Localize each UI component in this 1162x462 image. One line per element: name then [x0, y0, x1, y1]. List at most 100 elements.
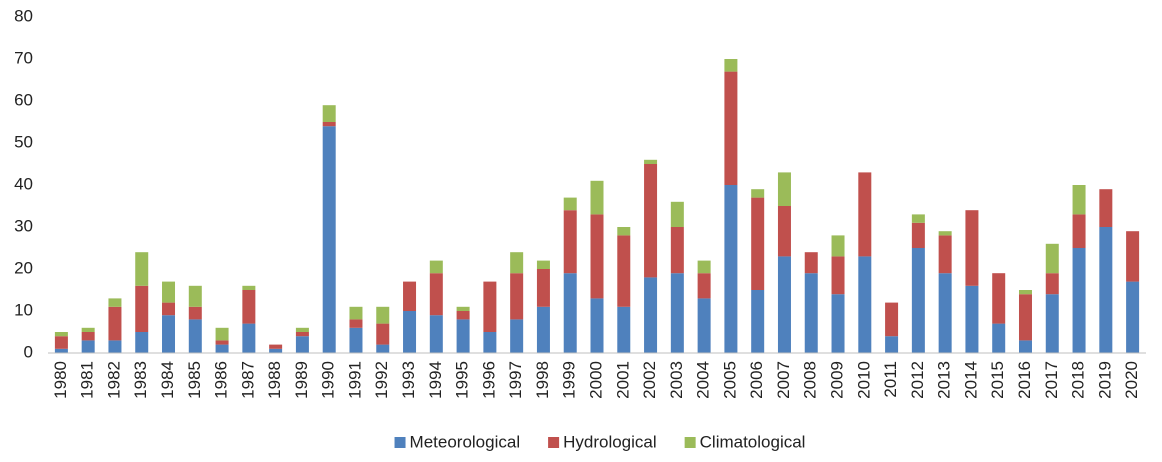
bar-segment: [1072, 214, 1086, 248]
x-tick-label: 1995: [453, 361, 472, 399]
bar-segment: [429, 315, 443, 353]
bar-segment: [162, 281, 176, 303]
legend-swatch: [684, 437, 696, 448]
x-tick-label: 2014: [961, 361, 980, 399]
x-tick-label: 1986: [212, 361, 231, 399]
bar-segment: [563, 197, 577, 211]
bar-segment: [1126, 231, 1140, 282]
bar-segment: [1072, 185, 1086, 215]
y-tick-label: 70: [14, 48, 33, 67]
bar-segment: [751, 189, 765, 198]
bar-segment: [885, 336, 899, 353]
x-tick-label: 2008: [801, 361, 820, 399]
x-tick-label: 1997: [506, 361, 525, 399]
bar-segment: [992, 323, 1006, 353]
bar-segment: [188, 319, 202, 353]
x-tick-label: 2001: [613, 361, 632, 399]
y-tick-label: 10: [14, 300, 33, 319]
bar-segment: [563, 210, 577, 274]
bar-segment: [777, 206, 791, 257]
bar-segment: [938, 273, 952, 353]
bar-segment: [804, 273, 818, 353]
bar-segment: [617, 235, 631, 307]
bar-segment: [403, 311, 417, 353]
bar-segment: [349, 306, 363, 320]
bar-segment: [429, 260, 443, 274]
bar-segment: [777, 172, 791, 206]
bar-segment: [751, 290, 765, 353]
bar-segment: [751, 197, 765, 290]
bar-segment: [81, 340, 95, 353]
bar-segment: [242, 323, 256, 353]
x-tick-label: 2007: [774, 361, 793, 399]
bar-segment: [322, 126, 336, 353]
x-tick-label: 1981: [78, 361, 97, 399]
bar-segment: [135, 252, 149, 286]
bar-segment: [349, 319, 363, 328]
x-tick-label: 1980: [51, 361, 70, 399]
bar-segment: [563, 273, 577, 353]
bar-segment: [1099, 189, 1113, 227]
bar-segment: [322, 122, 336, 127]
bar-segment: [54, 348, 68, 353]
bar-segment: [81, 332, 95, 341]
bar-segment: [831, 235, 845, 257]
x-tick-label: 2004: [694, 361, 713, 399]
bar-segment: [188, 306, 202, 320]
x-tick-label: 2015: [988, 361, 1007, 399]
bar-segment: [724, 71, 738, 185]
bar-segment: [831, 294, 845, 353]
y-tick-label: 80: [14, 6, 33, 25]
bar-segment: [858, 172, 872, 257]
bar-segment: [1045, 294, 1059, 353]
bar-segment: [911, 214, 925, 223]
x-tick-label: 2011: [881, 361, 900, 398]
x-tick-label: 1984: [158, 361, 177, 399]
bar-segment: [54, 336, 68, 349]
x-tick-label: 2002: [640, 361, 659, 399]
bar-segment: [644, 277, 658, 353]
bar-segment: [295, 336, 309, 353]
bar-segment: [510, 252, 524, 274]
bar-segment: [215, 344, 229, 353]
x-tick-label: 2005: [720, 361, 739, 399]
bar-segment: [644, 159, 658, 164]
bar-segment: [403, 281, 417, 311]
bar-segment: [1045, 273, 1059, 295]
bar-segment: [456, 306, 470, 311]
bar-segment: [724, 59, 738, 72]
bar-segment: [81, 327, 95, 332]
bar-segment: [349, 327, 363, 353]
x-tick-label: 2010: [854, 361, 873, 399]
bar-segment: [376, 344, 390, 353]
x-tick-label: 1996: [479, 361, 498, 399]
x-tick-label: 2016: [1015, 361, 1034, 399]
x-tick-label: 1989: [292, 361, 311, 399]
bar-segment: [376, 323, 390, 345]
bar-segment: [215, 327, 229, 341]
bar-segment: [670, 227, 684, 274]
bar-segment: [1099, 227, 1113, 353]
bar-segment: [590, 298, 604, 353]
bar-segment: [590, 180, 604, 215]
bar-segment: [617, 227, 631, 236]
bar-segment: [777, 256, 791, 353]
x-tick-label: 1982: [104, 361, 123, 399]
x-tick-label: 1988: [265, 361, 284, 399]
bar-segment: [670, 273, 684, 353]
y-tick-label: 0: [24, 342, 33, 361]
bar-segment: [536, 306, 550, 353]
bar-segment: [1126, 281, 1140, 353]
bar-segment: [215, 340, 229, 345]
bar-segment: [590, 214, 604, 299]
bar-segment: [911, 248, 925, 353]
bar-segment: [456, 311, 470, 320]
x-tick-label: 1990: [319, 361, 338, 399]
bar-segment: [322, 105, 336, 122]
bar-segment: [269, 344, 283, 349]
bar-segment: [938, 231, 952, 236]
y-tick-label: 40: [14, 174, 33, 193]
bar-segment: [670, 201, 684, 227]
bar-segment: [108, 306, 122, 341]
bar-segment: [697, 298, 711, 353]
